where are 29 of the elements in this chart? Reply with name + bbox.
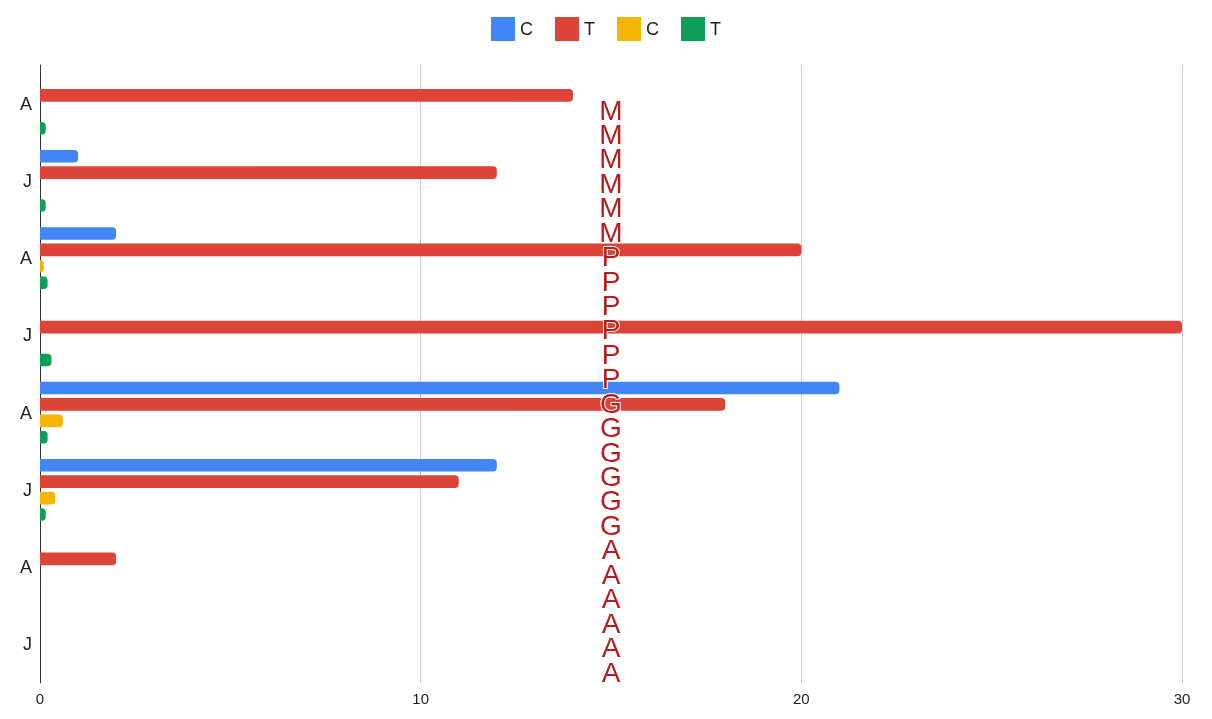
bar	[40, 149, 79, 163]
bar	[40, 458, 497, 472]
annotation: P	[601, 265, 621, 297]
bar	[40, 475, 459, 488]
x-tick-label: 0	[35, 690, 45, 707]
legend-label: C	[520, 19, 534, 39]
bar	[40, 227, 117, 240]
y-tick-label: J	[23, 479, 32, 500]
bar	[40, 353, 52, 367]
y-tick-label: J	[23, 170, 32, 191]
y-tick-label: A	[19, 93, 32, 114]
bar	[40, 89, 573, 102]
bar	[40, 166, 497, 179]
y-tick-label: J	[23, 325, 32, 346]
legend-label: C	[646, 19, 659, 39]
annotation: P	[601, 338, 621, 370]
bar	[40, 552, 117, 566]
legend-label: T	[584, 19, 595, 39]
bar	[40, 491, 56, 505]
x-tick-label: 20	[792, 690, 810, 707]
legend-label: T	[710, 19, 721, 39]
y-tick-label: A	[19, 557, 32, 578]
x-tick-label: 30	[1173, 690, 1191, 707]
bar	[40, 414, 63, 428]
y-tick-label: A	[19, 402, 32, 423]
annotation: M	[599, 94, 623, 126]
y-tick-label: A	[19, 248, 32, 269]
y-tick-label: J	[23, 634, 32, 655]
x-tick-label: 10	[412, 690, 430, 707]
